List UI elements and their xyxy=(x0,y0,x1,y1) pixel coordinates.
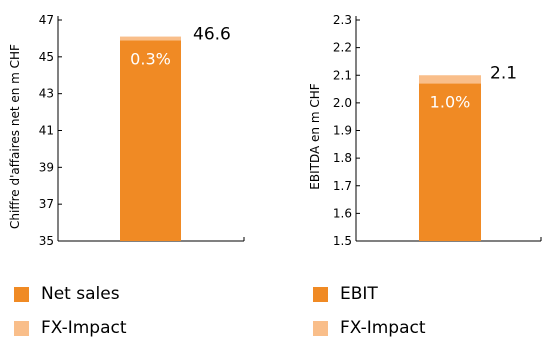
sales-bar-percent-label: 0.3% xyxy=(130,49,171,68)
legend-label-fx-impact-left: FX-Impact xyxy=(41,318,127,338)
ebitda-y-tick-label: 1.5 xyxy=(333,234,352,248)
ebitda-y-tick-label: 2.0 xyxy=(333,96,352,110)
legend-fx-impact-right: FX-Impact xyxy=(313,318,426,338)
legend-swatch-net-sales xyxy=(14,286,29,302)
ebitda-total-label: 2.1 xyxy=(490,63,517,83)
legend-label-fx-impact-right: FX-Impact xyxy=(340,318,426,338)
ebitda-bar-percent-label: 1.0% xyxy=(430,93,471,112)
sales-y-tick-label: 43 xyxy=(39,87,54,101)
sales-bar-fx xyxy=(120,36,181,41)
sales-y-tick-label: 47 xyxy=(39,13,54,27)
ebitda-y-tick-label: 1.7 xyxy=(333,179,352,193)
sales-y-tick-label: 41 xyxy=(39,124,54,138)
ebitda-y-tick-label: 1.9 xyxy=(333,124,352,138)
ebitda-y-axis-label: EBITDA en m CHF xyxy=(308,83,322,189)
legend-fx-impact-left: FX-Impact xyxy=(14,318,127,338)
legend-net-sales: Net sales xyxy=(14,284,120,304)
legend-swatch-ebit xyxy=(313,286,328,302)
ebitda-bar-fx xyxy=(419,75,481,84)
legend-ebit: EBIT xyxy=(313,284,378,304)
sales-bar-main xyxy=(120,40,181,242)
sales-y-tick-label: 37 xyxy=(39,197,54,211)
ebitda-y-tick-label: 1.8 xyxy=(333,151,352,165)
sales-y-tick-label: 39 xyxy=(39,160,54,174)
legend-swatch-fx-impact-right xyxy=(313,320,328,336)
legend-label-net-sales: Net sales xyxy=(41,284,120,304)
sales-y-axis-label: Chiffre d'affaires net en m CHF xyxy=(8,44,22,229)
ebitda-y-tick-label: 2.3 xyxy=(333,13,352,27)
sales-y-tick-label: 45 xyxy=(39,50,54,64)
ebitda-y-tick-label: 2.1 xyxy=(333,68,352,82)
sales-y-tick-label: 35 xyxy=(39,234,54,248)
ebitda-y-tick-label: 1.6 xyxy=(333,206,352,220)
legend-swatch-fx-impact-left xyxy=(14,320,29,336)
ebitda-bar-main xyxy=(419,83,481,241)
ebitda-y-tick-label: 2.2 xyxy=(333,41,352,55)
legend-label-ebit: EBIT xyxy=(340,284,378,304)
sales-total-label: 46.6 xyxy=(193,25,231,45)
